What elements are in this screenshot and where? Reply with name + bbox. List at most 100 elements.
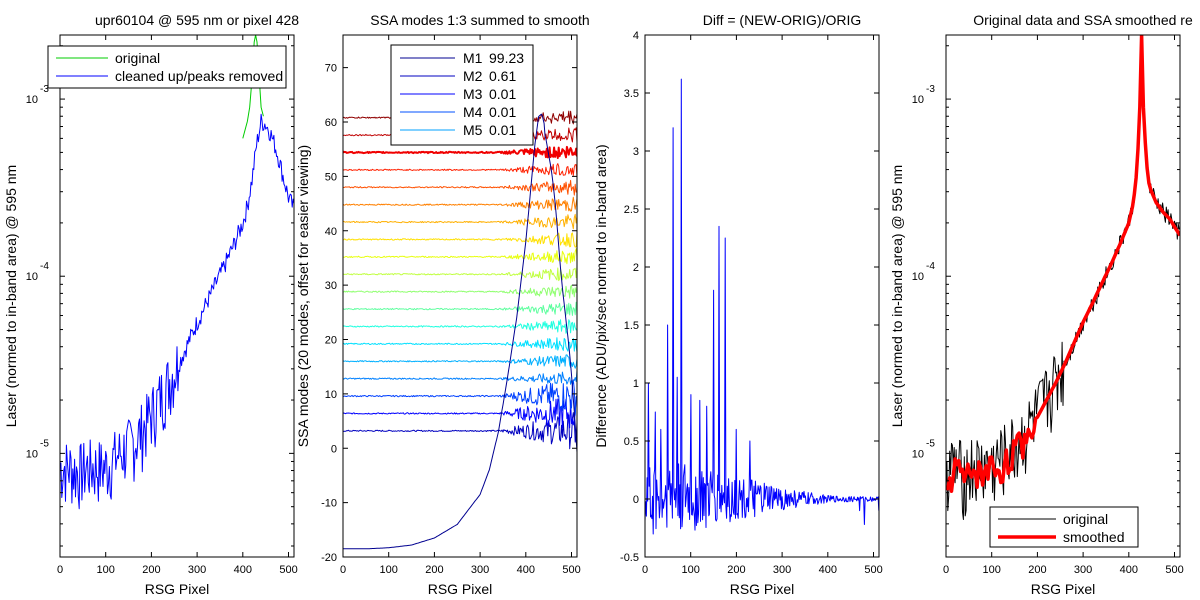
x-tick-label: 400 bbox=[517, 564, 535, 576]
y-tick-label: 10 bbox=[912, 271, 924, 283]
ssa-mode-10 bbox=[343, 284, 577, 299]
x-tick-label: 400 bbox=[1120, 564, 1138, 576]
x-tick-label: 300 bbox=[188, 564, 206, 576]
ssa-mode-1 bbox=[343, 113, 577, 550]
ssa-mode-11 bbox=[343, 266, 577, 282]
plot-area bbox=[645, 78, 879, 535]
y-tick-label: 2.5 bbox=[624, 204, 639, 216]
y-tick-label: 2 bbox=[633, 262, 639, 274]
x-tick-label: 200 bbox=[1028, 564, 1046, 576]
x-tick-label: 300 bbox=[471, 564, 489, 576]
x-tick-label: 500 bbox=[279, 564, 297, 576]
y-tick-label: 3.5 bbox=[624, 88, 639, 100]
y-tick-label: 4 bbox=[633, 30, 639, 42]
chart-3: 0 100 200 300 400 500-0.500.511.522.533.54Dif… bbox=[593, 12, 883, 597]
x-tick-label: 100 bbox=[682, 564, 700, 576]
ssa-mode-16 bbox=[343, 179, 577, 196]
y-tick-label: 70 bbox=[325, 63, 337, 75]
y-axis-label: Laser (normed to in-band area) @ 595 nm bbox=[889, 165, 905, 427]
legend: original cleaned up/peaks removed bbox=[47, 45, 287, 89]
legend-entry-name: M4 bbox=[463, 104, 483, 120]
ssa-mode-5 bbox=[343, 370, 577, 385]
plot-area bbox=[60, 35, 294, 510]
chart-title: upr60104 @ 595 nm or pixel 428 bbox=[95, 12, 299, 28]
y-tick-label: 10 bbox=[26, 94, 38, 106]
legend-entry: cleaned up/peaks removed bbox=[115, 68, 283, 84]
ssa-mode-12 bbox=[343, 248, 577, 265]
x-tick-label: 500 bbox=[562, 564, 580, 576]
ssa-mode-14 bbox=[343, 213, 577, 230]
x-tick-label: 0 bbox=[943, 564, 949, 576]
y-tick-label: 30 bbox=[325, 280, 337, 292]
y-tick-label: 0 bbox=[633, 494, 639, 506]
legend: original smoothed bbox=[989, 506, 1139, 548]
y-tick-label: 50 bbox=[325, 171, 337, 183]
y-tick-exponent: -3 bbox=[40, 84, 49, 95]
axes-box bbox=[59, 34, 295, 558]
ssa-mode-13 bbox=[343, 232, 577, 248]
y-tick-exponent: -4 bbox=[926, 261, 935, 272]
x-tick-label: 100 bbox=[97, 564, 115, 576]
ssa-mode-2 bbox=[343, 412, 577, 450]
chart-title: Diff = (NEW-ORIG)/ORIG bbox=[703, 12, 862, 28]
x-tick-label: 0 bbox=[57, 564, 63, 576]
y-tick-label: 40 bbox=[325, 226, 337, 238]
ssa-mode-17 bbox=[343, 163, 577, 178]
ssa-mode-18 bbox=[343, 145, 577, 159]
y-tick-label: 10 bbox=[26, 271, 38, 283]
legend-box bbox=[989, 506, 1139, 548]
y-tick-label: -10 bbox=[321, 498, 337, 510]
legend: M1 99.23 M2 0.61 M3 0.01 M4 0.01 M5 0.01 bbox=[390, 44, 534, 146]
series-original bbox=[242, 35, 264, 139]
chart-title: SSA modes 1:3 summed to smooth bbox=[370, 12, 589, 28]
y-tick-label: -20 bbox=[321, 552, 337, 564]
legend-entry-name: M5 bbox=[463, 122, 483, 138]
axes-box bbox=[945, 34, 1181, 558]
y-axis-label: Laser (normed to in-band area) @ 595 nm bbox=[3, 165, 19, 427]
series-cleaned-up bbox=[60, 113, 294, 510]
legend-entry: original bbox=[115, 50, 160, 66]
y-tick-label: 10 bbox=[912, 448, 924, 460]
y-tick-exponent: -5 bbox=[40, 438, 49, 449]
x-axis-label: RSG Pixel bbox=[428, 581, 493, 597]
legend-box bbox=[390, 44, 534, 146]
y-tick-label: 20 bbox=[325, 335, 337, 347]
y-tick-label: 10 bbox=[26, 448, 38, 460]
legend-entry-value: 0.61 bbox=[489, 68, 516, 84]
x-tick-label: 500 bbox=[864, 564, 882, 576]
legend-entry: original bbox=[1063, 511, 1108, 527]
plot-area bbox=[946, 35, 1180, 520]
ssa-mode-7 bbox=[343, 337, 577, 352]
ssa-mode-9 bbox=[343, 301, 577, 316]
x-tick-label: 0 bbox=[642, 564, 648, 576]
x-tick-label: 400 bbox=[819, 564, 837, 576]
legend-entry-value: 0.01 bbox=[489, 104, 516, 120]
y-tick-exponent: -4 bbox=[40, 261, 49, 272]
legend-entry-name: M2 bbox=[463, 68, 483, 84]
legend-entry: smoothed bbox=[1063, 529, 1124, 545]
y-axis-label: SSA modes (20 modes, offset for easier v… bbox=[295, 145, 311, 447]
x-tick-label: 100 bbox=[983, 564, 1001, 576]
ssa-mode-15 bbox=[343, 196, 577, 212]
x-tick-label: 500 bbox=[1165, 564, 1183, 576]
x-tick-label: 300 bbox=[1074, 564, 1092, 576]
x-tick-label: 300 bbox=[773, 564, 791, 576]
y-tick-label: -0.5 bbox=[620, 552, 639, 564]
legend-box bbox=[47, 45, 287, 89]
x-tick-label: 400 bbox=[234, 564, 252, 576]
axes-box bbox=[644, 34, 880, 558]
series-difference bbox=[645, 78, 879, 535]
y-tick-label: 60 bbox=[325, 117, 337, 129]
y-tick-exponent: -3 bbox=[926, 84, 935, 95]
x-tick-label: 200 bbox=[142, 564, 160, 576]
legend-entry-name: M1 bbox=[463, 50, 483, 66]
ssa-mode-8 bbox=[343, 319, 577, 334]
y-tick-exponent: -5 bbox=[926, 438, 935, 449]
y-tick-label: 0 bbox=[331, 443, 337, 455]
y-tick-label: 3 bbox=[633, 146, 639, 158]
ssa-mode-3 bbox=[343, 394, 577, 429]
